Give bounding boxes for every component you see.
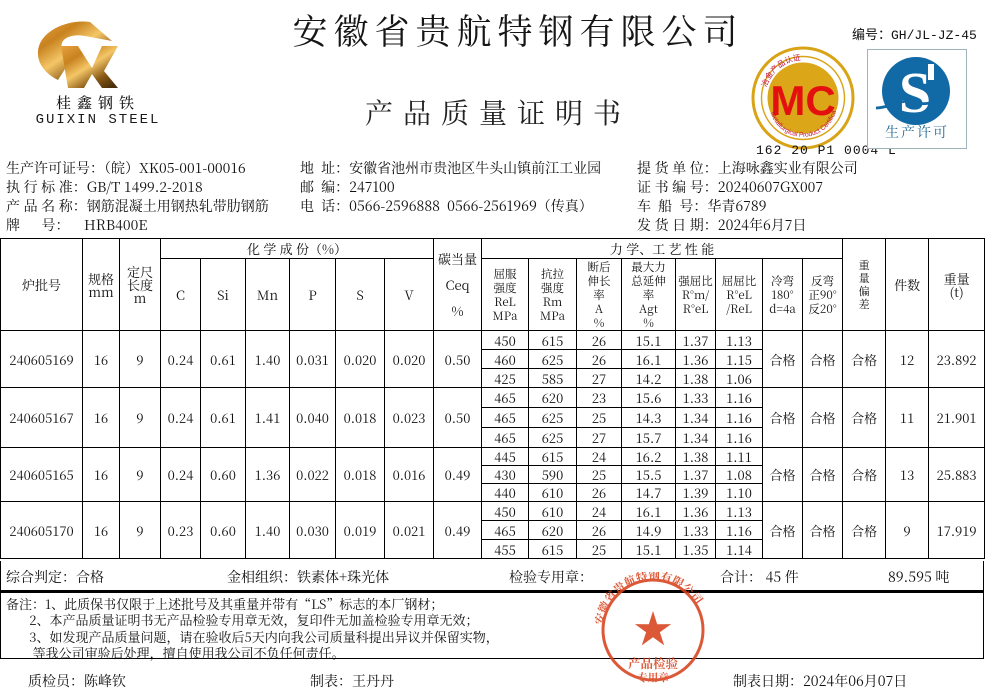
svg-text:安徽省贵航特钢有限公司: 安徽省贵航特钢有限公司 <box>595 572 707 626</box>
svg-text:S: S <box>899 60 931 125</box>
svg-text:MC: MC <box>770 77 835 124</box>
svg-text:专用章: 专用章 <box>637 670 669 685</box>
